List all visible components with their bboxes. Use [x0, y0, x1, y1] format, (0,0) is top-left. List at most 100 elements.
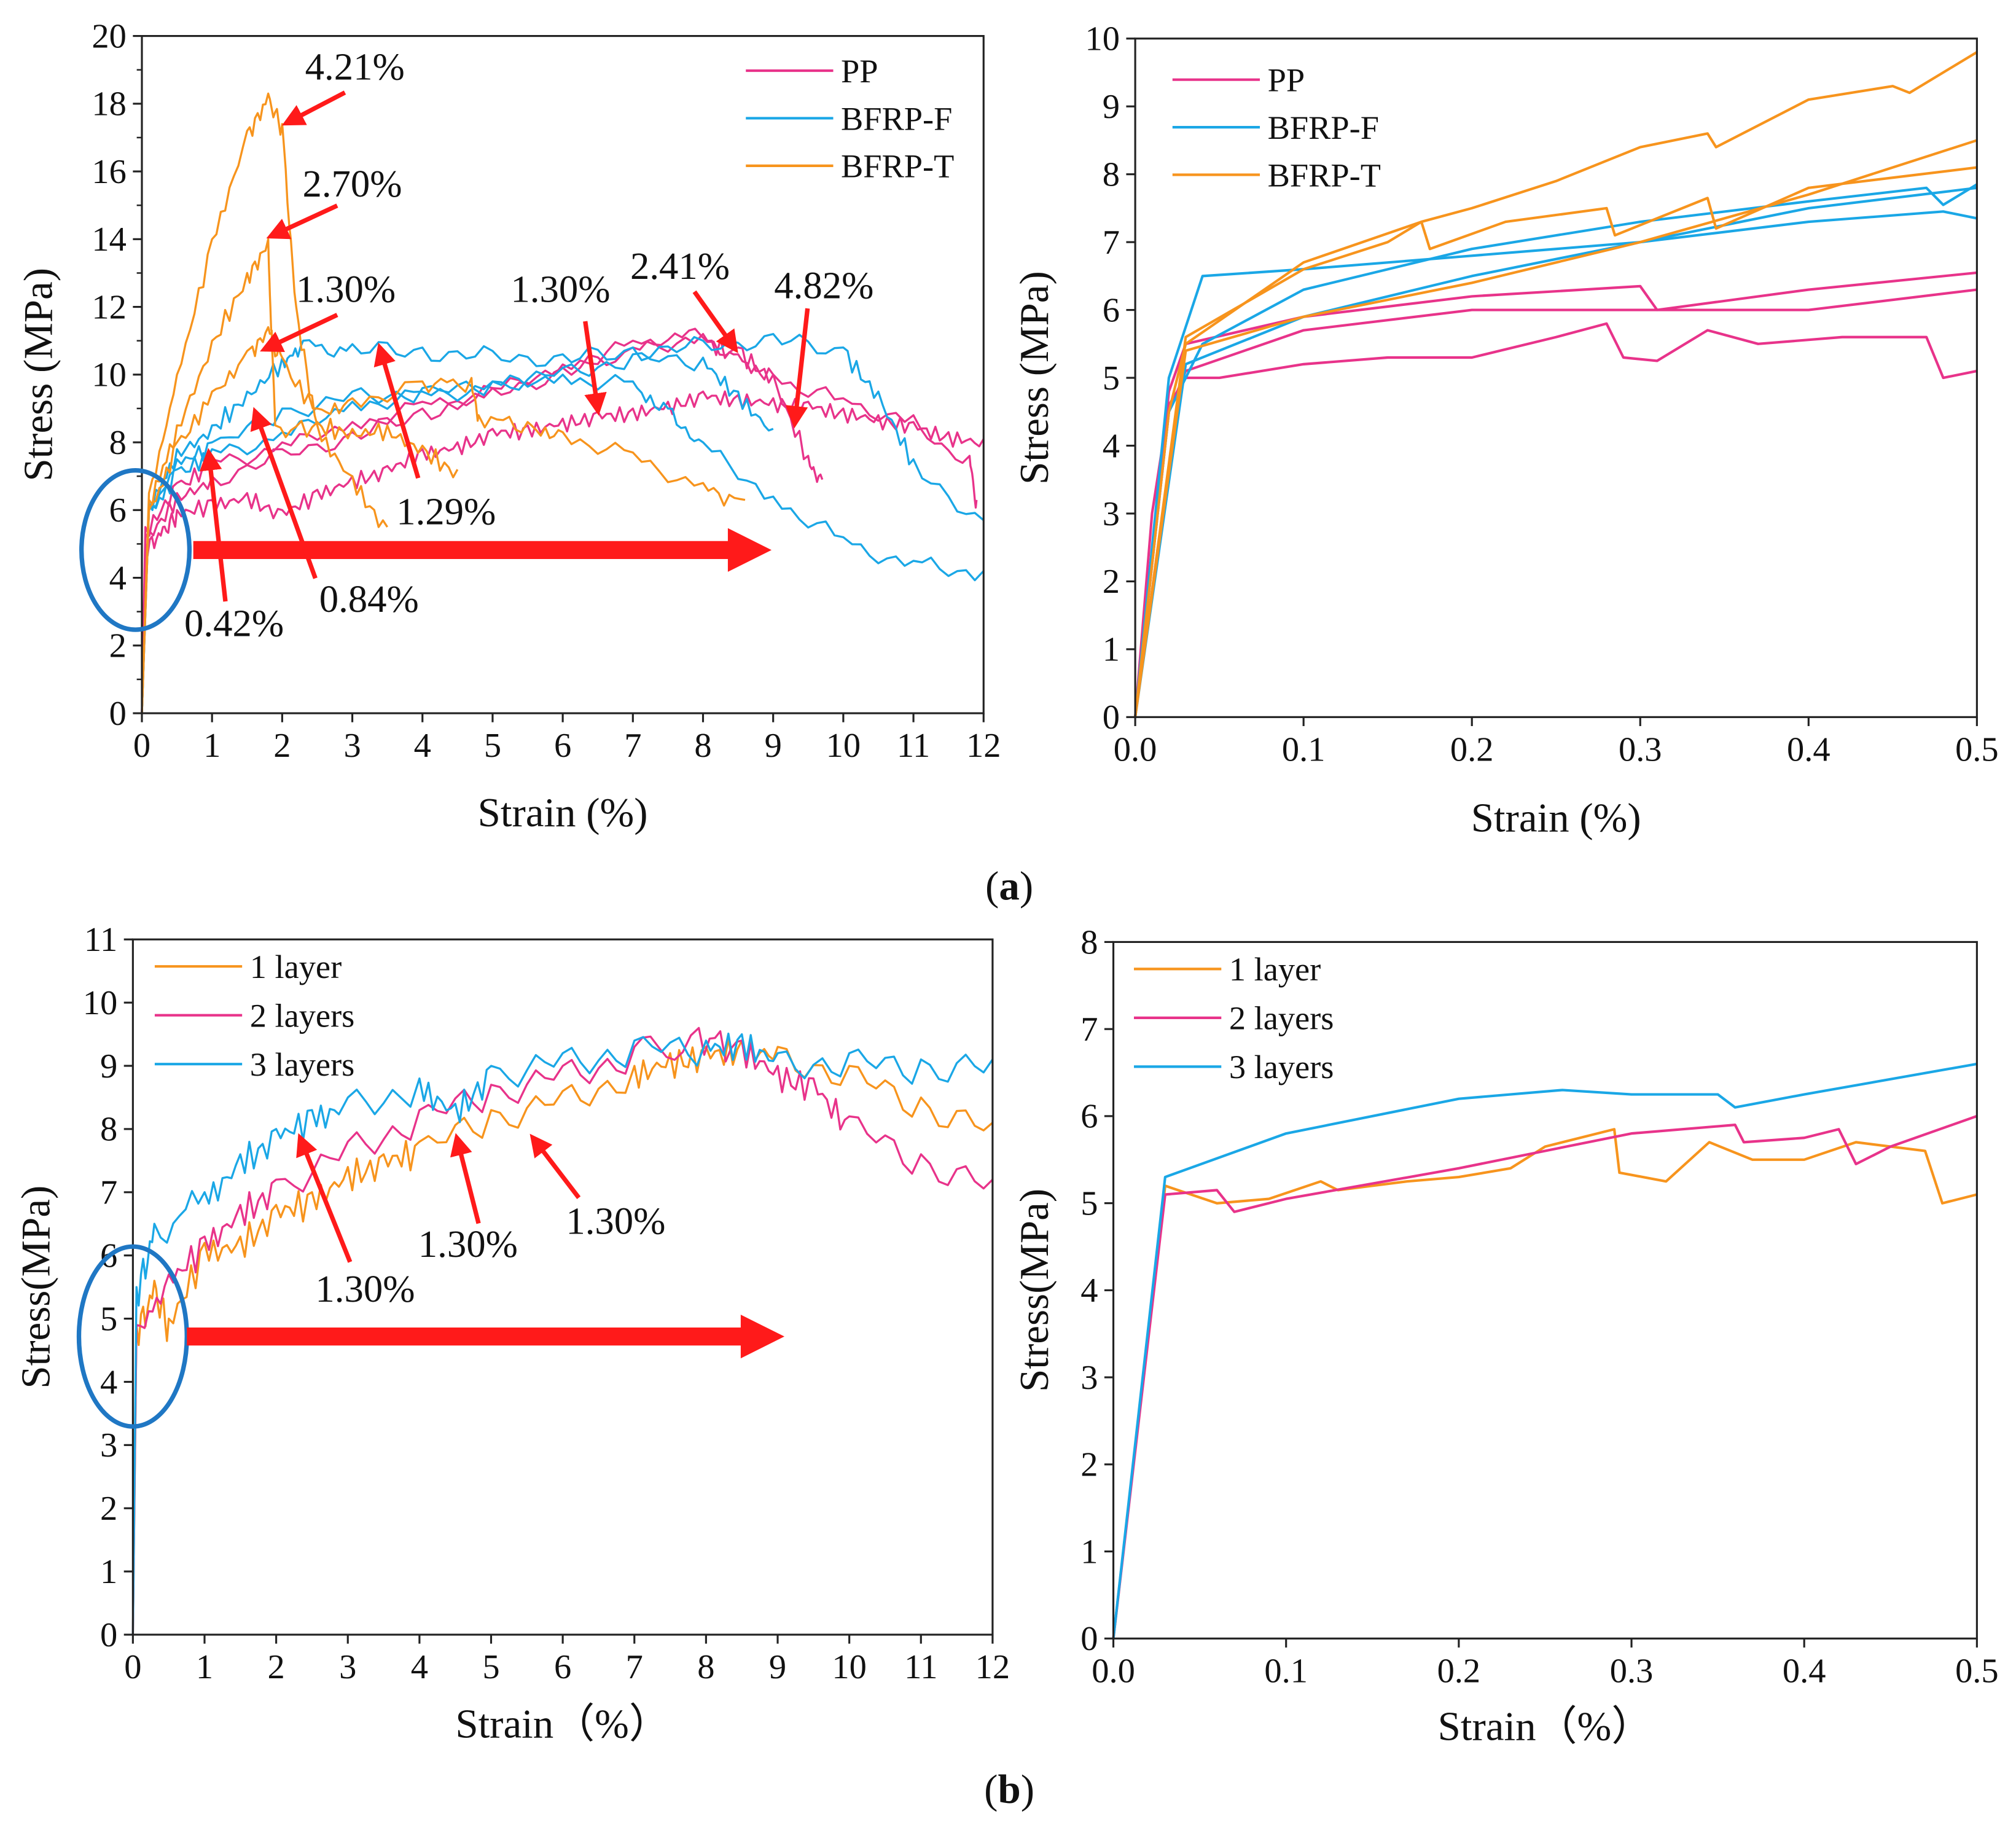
annotation-arrow — [281, 90, 346, 126]
x-tick-label: 0.0 — [1114, 730, 1157, 768]
chart-b-left: 0 1 2 3 4 5 6 7 8 9 10 11 1201234567891011Strain（%）S… — [13, 921, 1010, 1746]
legend-label: 1 layer — [250, 948, 342, 985]
x-tick-label: 0.4 — [1787, 730, 1830, 768]
series-line-bfrp-t — [1134, 139, 1978, 718]
y-tick-label: 6 — [1103, 291, 1120, 329]
series-line-pp — [141, 333, 978, 714]
x-tick-label: 9 — [769, 1648, 786, 1686]
x-tick-label: 0.5 — [1955, 1652, 1999, 1690]
x-tick-label: 3 — [339, 1648, 356, 1686]
series-line-bfrp-t — [141, 92, 388, 714]
series-line-pp — [1134, 271, 1977, 718]
y-tick-label: 8 — [109, 424, 127, 462]
x-tick-label: 10 — [832, 1648, 866, 1686]
x-tick-label: 6 — [554, 1648, 571, 1686]
legend-label: BFRP-F — [841, 100, 952, 137]
x-axis-title: Strain（%） — [1438, 1704, 1653, 1750]
annotation-arrow — [583, 321, 607, 416]
series-line-pp — [1134, 288, 1977, 718]
y-tick-label: 4 — [1080, 1272, 1098, 1310]
annotation-arrow — [373, 342, 421, 479]
x-axis-title: Strain (%) — [1471, 796, 1641, 841]
x-tick-label: 0.0 — [1092, 1652, 1135, 1690]
annotation-arrow — [260, 313, 338, 353]
annotation-label: 1.30% — [566, 1199, 665, 1242]
annotation-label: 2.41% — [630, 244, 730, 287]
y-axis-title: Stress (MPa) — [16, 268, 61, 482]
chart-a-left: 0 1 2 3 4 5 6 7 8 9 10 11 1202468101214161820Strain … — [16, 17, 1001, 835]
y-tick-label: 2 — [100, 1490, 117, 1528]
y-axis-title: Stress(MPa) — [13, 1186, 58, 1389]
y-tick-label: 11 — [84, 921, 117, 959]
caption-b: (b) — [984, 1767, 1034, 1812]
series-line-pp — [1134, 322, 1977, 718]
x-tick-label: 0.5 — [1955, 730, 1999, 768]
x-tick-label: 10 — [826, 727, 861, 765]
x-tick-label: 11 — [904, 1648, 937, 1686]
legend-label: 2 layers — [1229, 1000, 1334, 1037]
y-tick-label: 8 — [100, 1111, 117, 1149]
x-tick-label: 4 — [414, 727, 431, 765]
x-tick-label: 1 — [203, 727, 221, 765]
y-tick-label: 4 — [1103, 427, 1120, 465]
x-tick-label: 0.1 — [1282, 730, 1326, 768]
legend-label: 1 layer — [1229, 951, 1321, 988]
x-tick-label: 4 — [411, 1648, 428, 1686]
x-tick-label: 2 — [273, 727, 291, 765]
y-tick-label: 0 — [1103, 698, 1120, 737]
plot-frame — [131, 938, 994, 1636]
big-arrow-shaft — [187, 1328, 744, 1346]
x-tick-label: 1 — [196, 1648, 213, 1686]
x-tick-label: 12 — [975, 1648, 1010, 1686]
y-axis-title: Stress (MPa) — [1012, 271, 1057, 485]
annotation-arrow — [450, 1133, 481, 1224]
legend-label: BFRP-T — [841, 148, 954, 185]
series-line-bfrp-f — [141, 333, 985, 714]
annotation-label: 1.30% — [510, 268, 610, 311]
legend: PP BFRP-F BFRP-T — [746, 53, 954, 185]
series-line-bfrp-f — [1134, 186, 1977, 718]
big-arrow-head — [740, 1315, 784, 1359]
series-line-bfrp-f — [141, 352, 774, 714]
y-tick-label: 5 — [1080, 1184, 1098, 1222]
series-line-2-layers — [131, 1026, 994, 1635]
annotation-label: 0.84% — [319, 577, 419, 620]
y-tick-label: 20 — [92, 17, 126, 55]
annotation-arrow — [250, 407, 318, 579]
annotation-arrow — [199, 448, 228, 602]
legend: 1 layer 2 layers 3 layers — [1134, 951, 1334, 1085]
caption-a: (a) — [985, 863, 1033, 909]
annotation-arrow — [266, 203, 338, 240]
y-tick-label: 0 — [1080, 1620, 1098, 1658]
y-tick-label: 1 — [1080, 1533, 1098, 1571]
chart-a-right: 0.0 0.1 0.2 0.3 0.4 0.5 0 1 2 3 4 5 6 7 8 9 10 Strain (%)… — [1012, 20, 1999, 841]
y-tick-label: 1 — [1103, 631, 1120, 669]
legend-label: 3 layers — [250, 1046, 355, 1083]
y-tick-label: 2 — [1080, 1446, 1098, 1484]
y-tick-label: 8 — [1103, 156, 1120, 194]
x-tick-label: 0.4 — [1783, 1652, 1826, 1690]
big-arrow-head — [727, 528, 772, 572]
plot-frame — [1112, 940, 1978, 1640]
legend-label: 2 layers — [250, 998, 355, 1034]
legend-label: PP — [841, 53, 878, 90]
x-tick-label: 5 — [482, 1648, 499, 1686]
y-tick-label: 8 — [1080, 923, 1098, 961]
annotation-label: 4.82% — [774, 264, 873, 307]
x-tick-label: 0.3 — [1610, 1652, 1654, 1690]
x-axis-title: Strain (%) — [478, 790, 648, 835]
legend-label: PP — [1268, 62, 1305, 99]
annotation-arrow — [692, 290, 738, 353]
elastic-region-ellipse — [79, 468, 192, 632]
annotation-arrow — [296, 1133, 353, 1263]
annotation-label: 1.30% — [315, 1267, 415, 1310]
series-line-3-layers — [1112, 1062, 1977, 1639]
y-tick-label: 0 — [100, 1616, 117, 1654]
y-tick-label: 7 — [1103, 224, 1120, 262]
x-tick-label: 7 — [624, 727, 641, 765]
y-tick-label: 4 — [100, 1363, 117, 1401]
y-tick-label: 3 — [1080, 1359, 1098, 1397]
x-tick-label: 6 — [554, 727, 571, 765]
y-tick-label: 7 — [100, 1174, 117, 1212]
